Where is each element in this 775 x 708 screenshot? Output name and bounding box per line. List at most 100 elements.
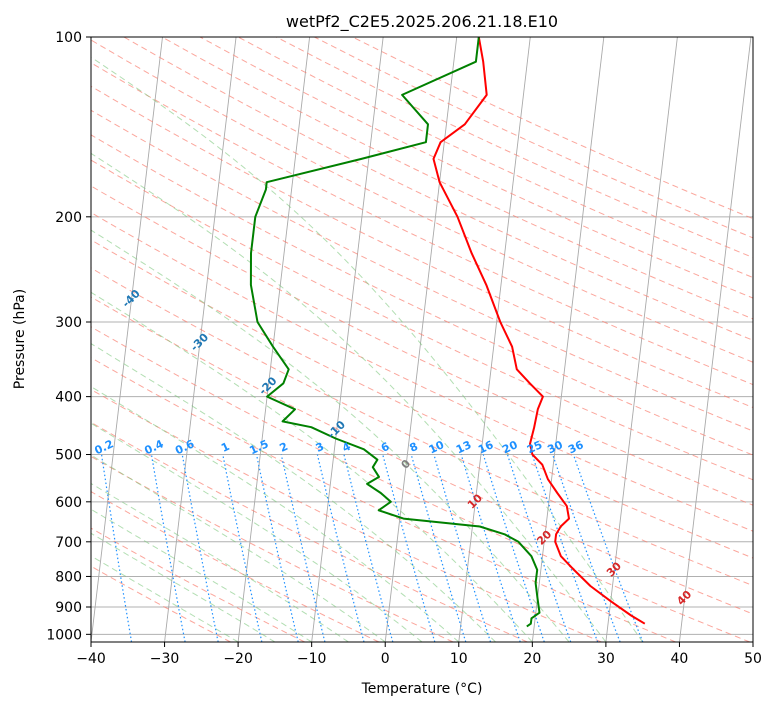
adiabat-label: 10 xyxy=(465,491,485,511)
moist-adiabat-line xyxy=(91,343,496,642)
y-tick-label: 700 xyxy=(55,535,82,551)
y-tick-label: 600 xyxy=(55,495,82,511)
x-tick-label: 0 xyxy=(381,651,390,667)
isotherm-label: -30 xyxy=(188,330,211,353)
moist-adiabat-line xyxy=(91,152,607,642)
mixing-ratio-label: 16 xyxy=(476,438,496,456)
mixing-ratio-line xyxy=(222,454,263,642)
dry-adiabat-line xyxy=(314,37,753,239)
mixing-ratio-label: 36 xyxy=(566,438,586,456)
dry-adiabat-line xyxy=(91,239,753,559)
isotherm-line xyxy=(91,37,163,642)
mixing-ratio-label: 30 xyxy=(545,438,565,456)
dry-adiabat-line xyxy=(91,62,753,386)
x-tick-label: 50 xyxy=(744,651,762,667)
isotherm-line xyxy=(17,37,89,642)
isotherm-line xyxy=(164,37,237,642)
moist-adiabat-line xyxy=(91,229,570,642)
mixing-ratio-label: 4 xyxy=(340,440,353,455)
mixing-ratio-line xyxy=(433,454,492,642)
dry-adiabat-line xyxy=(91,267,753,587)
dry-adiabat-line xyxy=(352,37,753,220)
grid-layer xyxy=(17,37,753,642)
isotherm-line xyxy=(605,37,678,642)
isotherm-label: -20 xyxy=(256,374,279,397)
y-tick-label: 900 xyxy=(55,600,82,616)
x-tick-label: 40 xyxy=(671,651,689,667)
dry-adiabat-line xyxy=(91,296,753,615)
y-tick-label: 200 xyxy=(55,210,82,226)
x-axis-title: Temperature (°C) xyxy=(361,681,483,697)
mixing-ratio-line xyxy=(531,454,599,642)
mixing-ratio-line xyxy=(552,454,621,642)
mixing-ratio-line xyxy=(343,454,394,642)
dry-adiabat-line xyxy=(237,37,753,279)
dry-adiabat-line xyxy=(91,211,753,532)
adiabat-label: 20 xyxy=(534,527,554,547)
mixing-ratio-label: 2 xyxy=(278,440,290,455)
isotherm-line xyxy=(311,37,384,642)
mixing-ratio-label: 6 xyxy=(379,440,392,455)
axis-layer: −40 −30 −20 −10 0 10 20 30 40 50 100 200 300 400 500 60… xyxy=(46,30,762,667)
dry-adiabat-line xyxy=(123,37,753,341)
y-tick-label: 500 xyxy=(55,448,82,464)
isotherm-line xyxy=(752,638,753,642)
mixing-ratio-line xyxy=(506,454,572,642)
mixing-ratio-line xyxy=(482,454,545,642)
isotherm-label: -50 xyxy=(51,243,74,266)
moist-adiabat-line xyxy=(91,385,460,642)
x-tick-label: 20 xyxy=(523,651,541,667)
x-tick-label: −10 xyxy=(297,651,327,667)
isotherm-line xyxy=(384,37,458,642)
y-tick-label: 100 xyxy=(55,30,82,46)
dry-adiabat-line xyxy=(91,491,380,642)
dry-adiabat-line xyxy=(199,37,753,299)
dry-adiabat-line xyxy=(91,421,528,642)
dry-adiabat-line xyxy=(91,527,305,642)
x-tick-label: −40 xyxy=(76,651,106,667)
mixing-ratio-label: 13 xyxy=(454,438,473,456)
temperature-profile-line xyxy=(432,37,646,625)
moist-adiabat-line xyxy=(91,482,349,642)
y-tick-label: 1000 xyxy=(46,627,82,643)
dry-adiabat-line xyxy=(91,326,750,642)
x-tick-label: −30 xyxy=(150,651,180,667)
moist-adiabat-line xyxy=(91,555,239,642)
x-tick-label: 30 xyxy=(597,651,615,667)
dewpoint-profile-line xyxy=(249,37,541,628)
dry-adiabat-line xyxy=(91,185,753,506)
isotherm-line xyxy=(237,37,311,642)
y-axis-title: Pressure (hPa) xyxy=(12,289,28,389)
moist-adiabat-line xyxy=(91,291,533,642)
moist-adiabat-line xyxy=(91,422,423,642)
dry-adiabat-line xyxy=(91,455,454,642)
x-tick-label: −20 xyxy=(223,651,253,667)
dry-adiabat-line xyxy=(91,85,753,409)
moist-adiabat-line xyxy=(91,56,644,642)
mixing-ratio-label: 20 xyxy=(500,438,520,456)
dry-adiabat-line xyxy=(91,388,602,642)
mixing-ratio-label: 10 xyxy=(427,438,447,456)
dry-adiabat-line xyxy=(161,37,753,320)
mixing-ratio-line xyxy=(410,454,467,642)
label-layer: 0.10.20.40.611.52346810131620253036-100-… xyxy=(51,243,694,608)
dry-adiabat-line xyxy=(91,109,753,432)
y-tick-label: 300 xyxy=(55,315,82,331)
isotherm-line xyxy=(531,37,605,642)
mixing-ratio-line xyxy=(382,454,436,642)
moist-adiabat-line xyxy=(91,454,386,642)
mixing-ratio-label: 1 xyxy=(219,440,231,455)
x-tick-label: 10 xyxy=(450,651,468,667)
chart-title: wetPf2_C2E5.2025.206.21.18.E10 xyxy=(286,12,558,32)
mixing-ratio-line xyxy=(255,454,299,642)
mixing-ratio-line xyxy=(460,454,521,642)
y-tick-label: 800 xyxy=(55,569,82,585)
mixing-ratio-label: 25 xyxy=(525,438,544,456)
isotherm-line xyxy=(678,37,752,642)
y-tick-label: 400 xyxy=(55,390,82,406)
mixing-ratio-line xyxy=(572,454,644,642)
mixing-ratio-label: 8 xyxy=(408,440,420,455)
isotherm-line xyxy=(458,37,531,642)
plot-frame xyxy=(90,36,754,643)
